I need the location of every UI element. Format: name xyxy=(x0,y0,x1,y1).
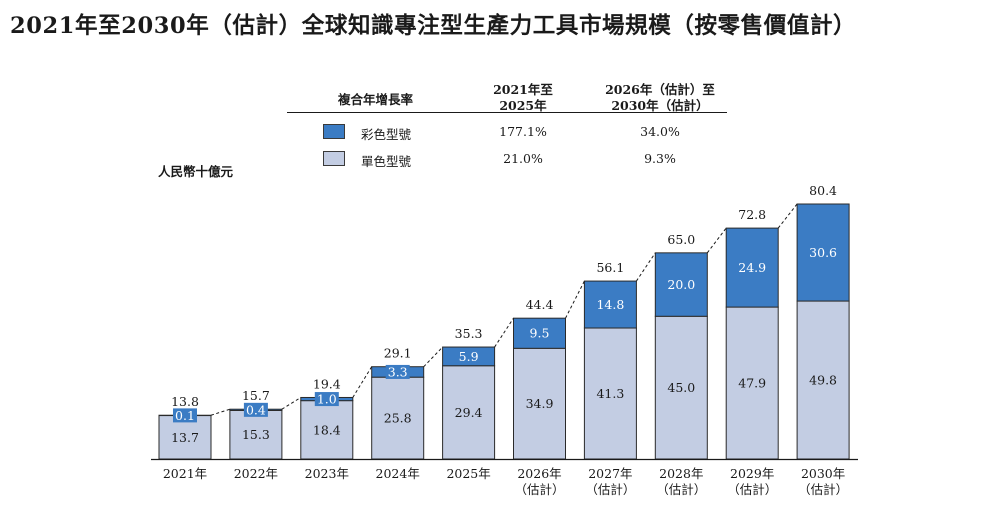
label-mono-6: 41.3 xyxy=(596,386,624,401)
legend-swatch-mono-model xyxy=(323,151,345,166)
label-mono-8: 47.9 xyxy=(738,376,766,391)
legend-label-mono-model: 單色型號 xyxy=(361,154,412,169)
cagr-period2-line2: 2030年（估計） xyxy=(611,98,709,113)
cagr-header-label: 複合年增長率 xyxy=(338,92,414,107)
bar-color-7 xyxy=(654,252,708,317)
label-total-1: 15.7 xyxy=(242,388,270,403)
connector-line-4 xyxy=(494,317,514,348)
label-color-9: 30.6 xyxy=(809,245,837,260)
y-axis-unit-label: 人民幣十億元 xyxy=(158,164,234,179)
bar-color-4 xyxy=(442,346,496,367)
cagr-period1-line1: 2021年至 xyxy=(493,82,553,97)
label-chip-color-0 xyxy=(173,408,197,423)
label-total-8: 72.8 xyxy=(738,207,766,222)
cagr-period1-line2: 2025年 xyxy=(499,98,547,113)
x-tick-label-7-sub: （估計） xyxy=(656,482,706,497)
connector-line-7 xyxy=(706,227,727,254)
x-tick-label-1: 2022年 xyxy=(234,466,278,481)
connector-line-2 xyxy=(352,366,373,398)
label-color-2: 1.0 xyxy=(317,392,337,407)
connector-line-6 xyxy=(635,252,656,282)
cagr-color-period1: 177.1% xyxy=(499,124,547,139)
bar-mono-7 xyxy=(654,315,708,460)
x-tick-label-5-sub: （估計） xyxy=(514,482,564,497)
connector-line-5 xyxy=(565,280,585,319)
label-color-0: 0.1 xyxy=(175,408,195,423)
x-tick-label-2: 2023年 xyxy=(305,466,349,481)
label-color-6: 14.8 xyxy=(596,297,624,312)
label-mono-7: 45.0 xyxy=(667,380,695,395)
label-mono-5: 34.9 xyxy=(526,396,554,411)
connector-line-0 xyxy=(210,408,231,416)
label-chip-color-3 xyxy=(385,364,410,379)
label-total-3: 29.1 xyxy=(384,346,412,361)
x-tick-label-8: 2029年 xyxy=(730,466,774,481)
label-total-9: 80.4 xyxy=(809,183,837,198)
page-title: 2021年至2030年（估計）全球知識專注型生產力工具市場規模（按零售價值計） xyxy=(10,13,857,39)
bar-mono-2 xyxy=(300,400,354,460)
connector-line-3 xyxy=(423,346,443,368)
bar-color-6 xyxy=(583,280,637,329)
cagr-period2-line1: 2026年（估計）至 xyxy=(605,82,715,97)
x-tick-label-7: 2028年 xyxy=(659,466,703,481)
label-color-1: 0.4 xyxy=(246,402,266,417)
label-mono-3: 25.8 xyxy=(384,411,412,426)
label-total-0: 13.8 xyxy=(171,394,199,409)
x-tick-label-3: 2024年 xyxy=(376,466,420,481)
connector-line-8 xyxy=(777,203,798,229)
x-tick-label-6: 2027年 xyxy=(588,466,632,481)
cagr-mono-period2: 9.3% xyxy=(644,151,676,166)
x-tick-label-6-sub: （估計） xyxy=(585,482,635,497)
x-tick-label-4: 2025年 xyxy=(446,466,490,481)
bar-color-9 xyxy=(796,203,850,302)
label-mono-9: 49.8 xyxy=(809,373,837,388)
cagr-header-rule xyxy=(287,112,727,113)
label-total-4: 35.3 xyxy=(455,326,483,341)
bar-color-8 xyxy=(725,227,779,308)
label-color-7: 20.0 xyxy=(667,277,695,292)
connector-line-1 xyxy=(281,397,302,410)
label-color-4: 5.9 xyxy=(459,349,479,364)
label-total-2: 19.4 xyxy=(313,376,341,391)
label-color-8: 24.9 xyxy=(738,260,766,275)
bar-mono-6 xyxy=(583,327,637,460)
label-mono-0: 13.7 xyxy=(171,430,199,445)
bar-mono-9 xyxy=(796,300,850,460)
label-chip-color-1 xyxy=(243,402,268,417)
bar-mono-8 xyxy=(725,306,779,460)
bar-color-5 xyxy=(513,317,566,349)
x-tick-label-9: 2030年 xyxy=(801,466,845,481)
label-mono-2: 18.4 xyxy=(313,422,341,437)
x-tick-label-5: 2026年 xyxy=(517,466,561,481)
label-color-5: 9.5 xyxy=(530,326,550,341)
label-mono-4: 29.4 xyxy=(455,405,483,420)
x-tick-label-9-sub: （估計） xyxy=(798,482,848,497)
label-total-7: 65.0 xyxy=(667,232,695,247)
label-color-3: 3.3 xyxy=(388,364,408,379)
cagr-mono-period1: 21.0% xyxy=(503,151,543,166)
label-total-6: 56.1 xyxy=(596,260,624,275)
cagr-color-period2: 34.0% xyxy=(640,124,680,139)
label-mono-1: 15.3 xyxy=(242,427,270,442)
x-tick-label-0: 2021年 xyxy=(163,466,207,481)
label-total-5: 44.4 xyxy=(526,297,554,312)
legend-swatch-color-model xyxy=(323,124,345,139)
label-chip-color-2 xyxy=(314,392,339,407)
legend-label-color-model: 彩色型號 xyxy=(361,127,412,142)
x-tick-label-8-sub: （估計） xyxy=(727,482,777,497)
